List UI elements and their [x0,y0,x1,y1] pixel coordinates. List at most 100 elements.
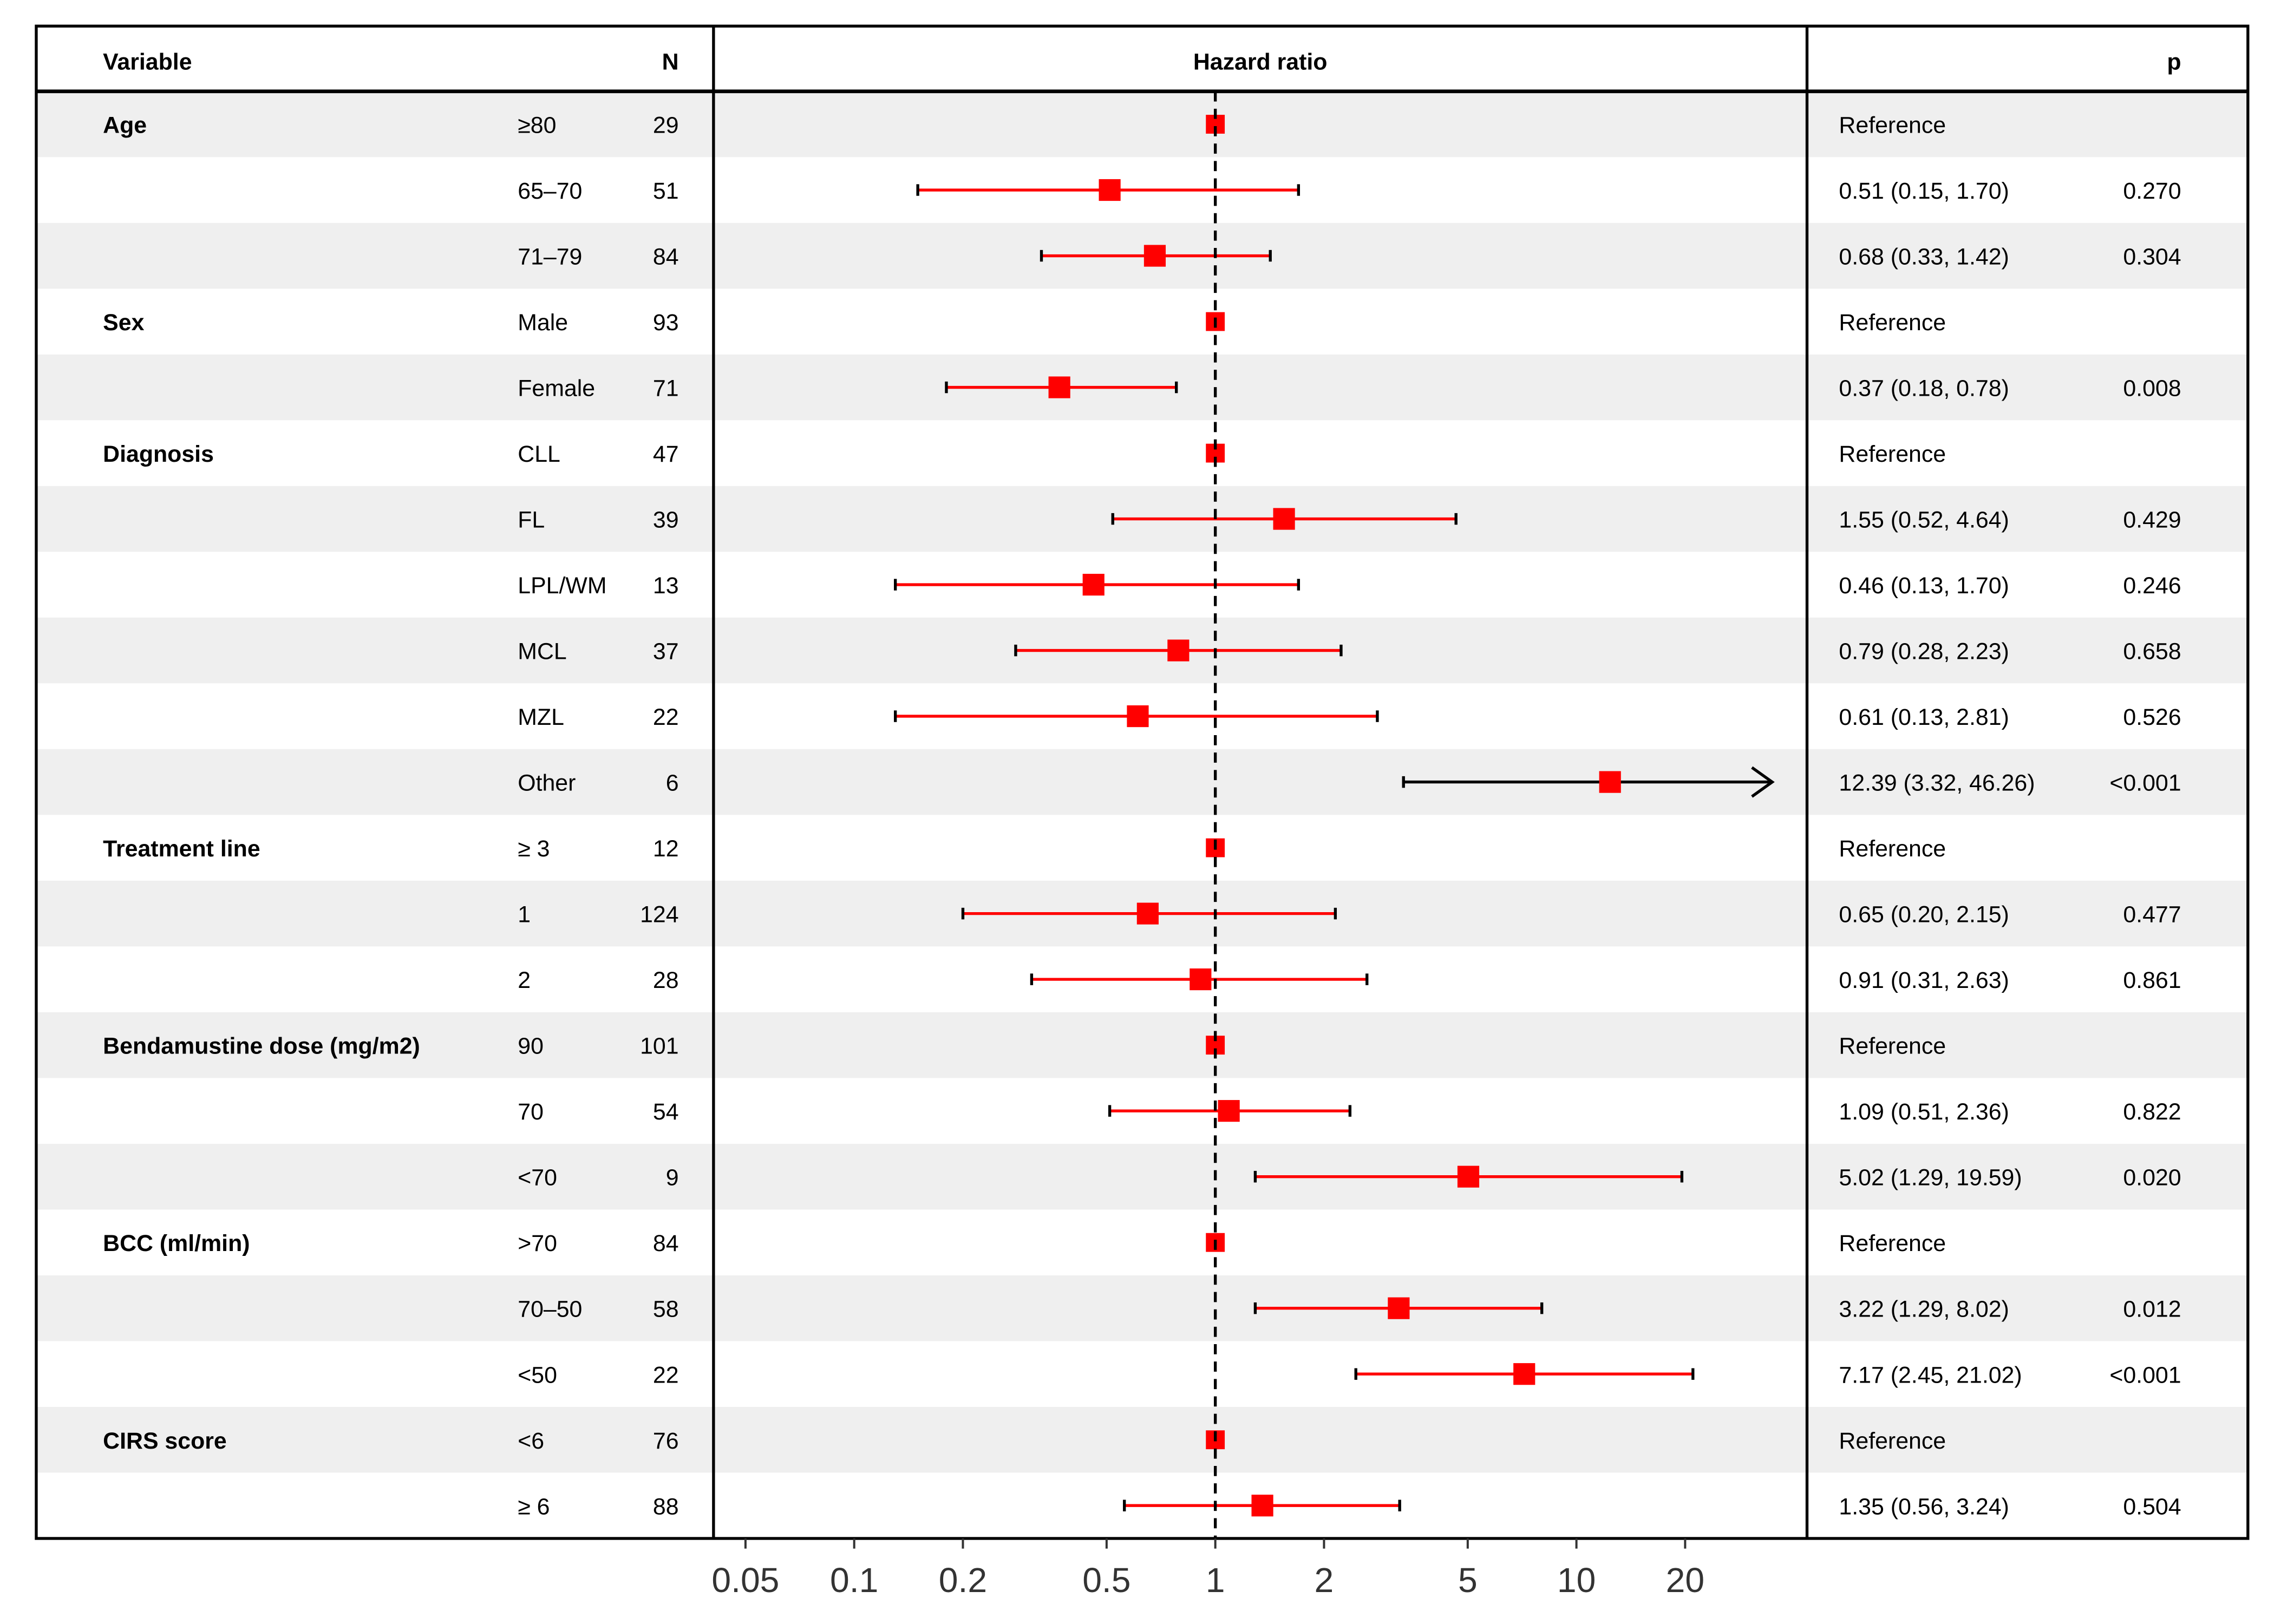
row-p-value: 0.861 [2123,967,2181,993]
row-p-value: 0.020 [2123,1165,2181,1191]
row-level-label: MCL [518,639,566,665]
row-p-value: 0.477 [2123,902,2181,928]
row-n: 39 [653,507,679,533]
row-level-label: 1 [518,902,531,928]
row-p-value: 0.270 [2123,178,2181,204]
row-group-label: BCC (ml/min) [103,1230,250,1256]
row-estimate: 0.46 (0.13, 1.70) [1839,573,2009,599]
header-hazard-ratio: Hazard ratio [1193,49,1328,75]
hr-point [1167,639,1190,662]
row-level-label: 71–79 [518,244,582,270]
row-estimate: Reference [1839,113,1946,139]
row-level-label: CLL [518,441,560,467]
hr-point [1048,376,1070,398]
row-group-label: Treatment line [103,836,260,862]
row-n: 22 [653,704,679,730]
x-tick-label: 20 [1666,1561,1704,1600]
row-estimate: 0.91 (0.31, 2.63) [1839,967,2009,993]
row-p-value: 0.304 [2123,244,2181,270]
row-level-label: ≥ 3 [518,836,550,862]
row-level-label: ≥80 [518,113,556,139]
row-shade [36,1406,2248,1473]
row-shade [36,749,2248,815]
row-p-value: 0.504 [2123,1494,2181,1520]
row-level-label: 2 [518,967,531,993]
header-variable: Variable [103,49,192,75]
row-n: 47 [653,441,679,467]
row-n: 12 [653,836,679,862]
row-level-label: 70–50 [518,1296,582,1322]
row-n: 13 [653,573,679,599]
row-p-value: 0.822 [2123,1099,2181,1125]
row-group-label: Bendamustine dose (mg/m2) [103,1033,420,1059]
row-estimate: 0.37 (0.18, 0.78) [1839,376,2009,402]
row-n: 54 [653,1099,679,1125]
hr-point [1136,902,1159,925]
row-estimate: 7.17 (2.45, 21.02) [1839,1362,2022,1388]
row-n: 124 [640,902,678,928]
row-estimate: 0.65 (0.20, 2.15) [1839,902,2009,928]
row-estimate: Reference [1839,1230,1946,1256]
row-estimate: 1.09 (0.51, 2.36) [1839,1099,2009,1125]
row-n: 58 [653,1296,679,1322]
row-group-label: Sex [103,310,144,336]
row-level-label: Male [518,310,568,336]
hr-point [1599,771,1621,793]
row-n: 88 [653,1494,679,1520]
hr-point [1273,508,1295,530]
row-group-label: Diagnosis [103,441,214,467]
row-estimate: 3.22 (1.29, 8.02) [1839,1296,2009,1322]
row-level-label: 90 [518,1033,544,1059]
row-n: 22 [653,1362,679,1388]
row-estimate: 0.61 (0.13, 2.81) [1839,704,2009,730]
row-n: 9 [666,1165,679,1191]
row-shade [36,1275,2248,1341]
row-p-value: 0.526 [2123,704,2181,730]
row-p-value: 0.658 [2123,639,2181,665]
hr-point [1388,1297,1410,1319]
row-level-label: <50 [518,1362,557,1388]
row-n: 84 [653,244,679,270]
row-n: 101 [640,1033,678,1059]
row-estimate: Reference [1839,1033,1946,1059]
x-tick-label: 5 [1458,1561,1478,1600]
row-p-value: 0.008 [2123,376,2181,402]
hr-point [1457,1165,1480,1188]
hr-point [1143,245,1166,267]
ci-overflow-arrow [1751,766,1775,798]
row-shade [36,1012,2248,1078]
row-p-value: <0.001 [2109,1362,2181,1388]
row-n: 93 [653,310,679,336]
hr-point [1082,573,1105,596]
x-tick-label: 0.05 [711,1561,779,1600]
row-level-label: LPL/WM [518,573,606,599]
row-estimate: Reference [1839,441,1946,467]
row-p-value: 0.429 [2123,507,2181,533]
row-level-label: Female [518,376,595,402]
row-level-label: 70 [518,1099,544,1125]
hr-point [1099,179,1121,201]
row-level-label: <6 [518,1428,544,1454]
row-p-value: 0.012 [2123,1296,2181,1322]
hr-point [1190,968,1212,991]
row-n: 29 [653,113,679,139]
table-frame [35,24,2250,1540]
x-tick-label: 1 [1206,1561,1225,1600]
row-n: 28 [653,967,679,993]
row-n: 6 [666,770,679,796]
row-estimate: 0.68 (0.33, 1.42) [1839,244,2009,270]
row-estimate: Reference [1839,310,1946,336]
row-estimate: 12.39 (3.32, 46.26) [1839,770,2035,796]
hr-point [1218,1100,1240,1122]
hr-point [1513,1363,1535,1385]
row-p-value: <0.001 [2109,770,2181,796]
row-level-label: FL [518,507,545,533]
x-tick-label: 2 [1315,1561,1334,1600]
row-n: 71 [653,376,679,402]
hr-point [1251,1495,1273,1517]
x-tick-label: 0.5 [1082,1561,1131,1600]
row-level-label: <70 [518,1165,557,1191]
row-group-label: Age [103,113,147,139]
x-tick-label: 10 [1557,1561,1596,1600]
row-n: 37 [653,639,679,665]
